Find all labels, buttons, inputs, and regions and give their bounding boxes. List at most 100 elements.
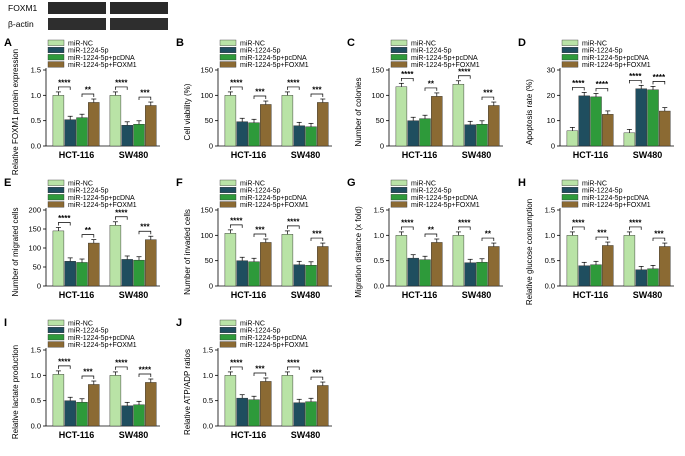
y-tick-label: 50 (205, 256, 213, 265)
bar (260, 242, 272, 287)
bar (419, 118, 431, 147)
significance-bracket (595, 236, 609, 241)
significance-label: **** (115, 358, 128, 367)
bar (281, 95, 294, 147)
bar (121, 259, 133, 287)
legend-label: miR-1224-5p+FOXM1 (68, 62, 137, 69)
bar (64, 119, 76, 147)
significance-bracket (58, 222, 71, 226)
bar (317, 102, 329, 147)
y-tick-label: 0.5 (31, 116, 41, 125)
legend-label: miR-1224-5p+FOXM1 (240, 62, 309, 69)
bar (145, 382, 157, 427)
bar (419, 259, 431, 287)
bar (407, 257, 419, 287)
legend-swatch (390, 54, 408, 61)
blot-label-actin: β-actin (8, 19, 34, 29)
y-tick-label: 1.0 (31, 91, 41, 100)
legend-label: miR-1224-5p (582, 48, 623, 55)
bar (590, 264, 602, 287)
significance-label: **** (287, 78, 300, 87)
significance-bracket (629, 226, 642, 230)
y-tick-label: 150 (28, 225, 41, 234)
legend-swatch (219, 341, 237, 348)
x-tick-label: HCT-116 (573, 290, 609, 300)
bar (659, 246, 671, 287)
significance-bracket (310, 93, 324, 98)
panel-letter: F (176, 177, 183, 189)
legend-swatch (47, 326, 65, 333)
significance-label: **** (629, 218, 642, 227)
significance-label: **** (572, 218, 585, 227)
y-tick-label: 0.0 (31, 142, 41, 151)
y-tick-label: 10 (547, 116, 555, 125)
y-tick-label: 0.0 (203, 422, 213, 431)
legend-swatch (219, 201, 237, 208)
legend-swatch (219, 54, 237, 61)
significance-bracket (572, 226, 585, 230)
significance-label: *** (140, 223, 150, 232)
y-axis-label: Number of migrated cells (11, 208, 20, 297)
legend-label: miR-NC (68, 40, 93, 47)
legend-swatch (47, 39, 65, 46)
significance-label: **** (458, 218, 471, 227)
significance-label: *** (83, 368, 93, 377)
significance-label: *** (654, 230, 664, 239)
x-tick-label: SW480 (633, 290, 663, 300)
y-tick-label: 0.0 (374, 282, 384, 291)
legend-swatch (47, 334, 65, 341)
y-tick-label: 100 (200, 231, 213, 240)
significance-label: *** (312, 86, 322, 95)
bar (121, 405, 133, 427)
significance-bracket (401, 77, 414, 82)
y-axis-label: Relative FOXM1 protein expression (11, 49, 20, 175)
panel-letter: I (4, 317, 7, 329)
legend-swatch (561, 46, 579, 53)
significance-bracket (310, 237, 324, 242)
legend-label: miR-1224-5p (240, 48, 281, 55)
bar (647, 268, 659, 287)
bar (623, 132, 636, 147)
y-axis-label: Number of colonies (354, 78, 363, 147)
legend-swatch (219, 334, 237, 341)
bar (248, 261, 260, 287)
bar (293, 264, 305, 287)
bar (317, 385, 329, 427)
legend-swatch (47, 54, 65, 61)
bar (659, 110, 671, 147)
legend-swatch (47, 194, 65, 201)
significance-bracket (115, 366, 128, 370)
legend-label: miR-NC (582, 40, 607, 47)
y-tick-label: 0.5 (374, 256, 384, 265)
legend-swatch (219, 39, 237, 46)
bar (431, 96, 443, 147)
y-tick-label: 0 (209, 142, 213, 151)
x-tick-label: SW480 (119, 290, 149, 300)
significance-bracket (652, 237, 666, 242)
bar (590, 96, 602, 147)
significance-bracket (572, 87, 585, 91)
y-tick-label: 0 (551, 142, 555, 151)
bar (64, 400, 76, 427)
bar (317, 246, 329, 287)
legend-label: miR-1224-5p+FOXM1 (240, 202, 309, 209)
panel-letter: D (518, 37, 526, 49)
legend-swatch (561, 194, 579, 201)
legend-label: miR-1224-5p+pcDNA (582, 195, 649, 202)
x-tick-label: SW480 (291, 290, 321, 300)
significance-label: *** (597, 229, 607, 238)
significance-bracket (58, 86, 71, 90)
significance-bracket (138, 230, 152, 235)
panel-letter: H (518, 177, 526, 189)
significance-label: **** (58, 214, 71, 223)
significance-label: **** (58, 78, 71, 87)
x-tick-label: HCT-116 (402, 290, 438, 300)
significance-bracket (401, 226, 414, 230)
bar (293, 402, 305, 427)
y-tick-label: 1.5 (545, 206, 555, 215)
significance-bracket (424, 233, 438, 238)
x-tick-label: HCT-116 (402, 150, 438, 160)
